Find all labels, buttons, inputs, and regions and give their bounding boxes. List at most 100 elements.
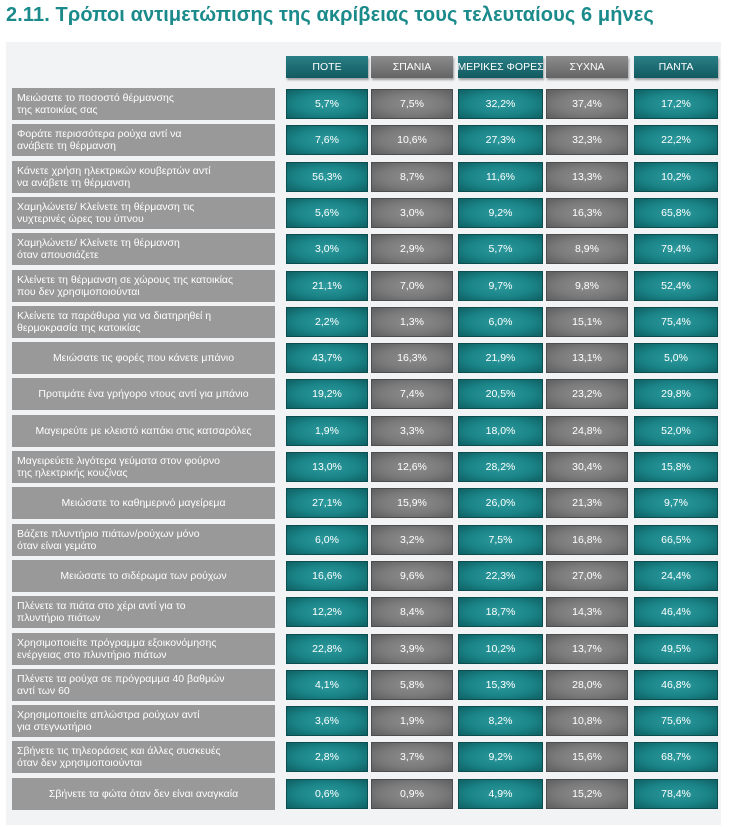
value-rarely: 3,9% [371,634,453,664]
value-never: 16,6% [286,561,368,591]
row-label: Μαγειρεύετε λιγότερα γεύματα στον φούρνο… [12,451,275,483]
value-often: 15,2% [546,779,628,809]
value-never: 43,7% [286,343,368,373]
row-label: Κλείνετε τα παράθυρα για να διατηρηθεί η… [12,306,275,338]
row-label: Χρησιμοποιείτε πρόγραμμα εξοικονόμησης εν… [12,633,275,665]
row-label: Σβήνετε τα φώτα όταν δεν είναι αναγκαία [12,778,275,810]
value-always: 29,8% [634,379,718,409]
value-rarely: 7,5% [371,89,453,119]
row-label-line: να ανάβετε τη θέρμανση [17,177,131,189]
value-sometimes: 27,3% [458,125,543,155]
row-label-line: Φοράτε περισσότερα ρούχα αντί να [17,128,182,140]
value-sometimes: 20,5% [458,379,543,409]
value-never: 22,8% [286,634,368,664]
value-never: 2,2% [286,307,368,337]
value-always: 78,4% [634,779,718,809]
value-always: 10,2% [634,162,718,192]
row-label-line: Σβήνετε τα φώτα όταν δεν είναι αναγκαία [48,788,239,800]
row-label-line: Μειώσατε το ποσοστό θέρμανσης [17,92,174,104]
row-label-line: Χαμηλώνετε/ Κλείνετε τη θέρμανση [17,237,180,249]
value-always: 46,4% [634,597,718,627]
row-label: Χαμηλώνετε/ Κλείνετε τη θέρμανση τις νυχτ… [12,197,275,229]
value-often: 21,3% [546,488,628,518]
row-label-line: Μειώσατε τις φορές που κάνετε μπάνιο [52,352,235,364]
value-rarely: 1,9% [371,706,453,736]
value-always: 15,8% [634,452,718,482]
value-never: 3,0% [286,234,368,264]
value-never: 3,6% [286,706,368,736]
row-label: Πλένετε τα ρούχα σε πρόγραμμα 40 βαθμών α… [12,669,275,701]
value-often: 27,0% [546,561,628,591]
value-sometimes: 15,3% [458,670,543,700]
value-sometimes: 5,7% [458,234,543,264]
value-often: 23,2% [546,379,628,409]
row-label: Βάζετε πλυντήριο πιάτων/ρούχων μόνο όταν … [12,524,275,556]
value-often: 15,6% [546,742,628,772]
value-never: 7,6% [286,125,368,155]
value-always: 79,4% [634,234,718,264]
value-rarely: 1,3% [371,307,453,337]
value-always: 52,4% [634,271,718,301]
value-often: 37,4% [546,89,628,119]
column-header-sometimes: ΜΕΡΙΚΕΣ ΦΟΡΕΣ [457,56,544,78]
value-never: 12,2% [286,597,368,627]
value-always: 65,8% [634,198,718,228]
row-label-line: Χαμηλώνετε/ Κλείνετε τη θέρμανση τις [17,201,195,213]
value-sometimes: 9,2% [458,742,543,772]
value-often: 32,3% [546,125,628,155]
value-never: 56,3% [286,162,368,192]
value-never: 1,9% [286,416,368,446]
column-header-never: ΠΟΤΕ [286,56,368,78]
row-label-line: όταν δεν χρησιμοποιούνται [17,757,143,769]
value-rarely: 10,6% [371,125,453,155]
row-label-line: Μαγειρεύετε λιγότερα γεύματα στον φούρνο [17,455,220,467]
row-label-line: ανάβετε τη θέρμανση [17,140,116,152]
row-label-line: όταν απουσιάζετε [17,249,99,261]
value-never: 5,6% [286,198,368,228]
value-sometimes: 4,9% [458,779,543,809]
value-rarely: 3,0% [371,198,453,228]
value-sometimes: 32,2% [458,89,543,119]
value-always: 49,5% [634,634,718,664]
column-header-rarely: ΣΠΑΝΙΑ [371,56,453,78]
value-rarely: 0,9% [371,779,453,809]
value-rarely: 5,8% [371,670,453,700]
row-label-line: Κλείνετε τη θέρμανση σε χώρους της κατοι… [17,274,234,286]
row-label-line: Χρησιμοποιείτε απλώστρα ρούχων αντί [17,709,200,721]
row-label-line: Χρησιμοποιείτε πρόγραμμα εξοικονόμησης [17,637,217,649]
value-often: 15,1% [546,307,628,337]
row-label: Μειώσατε το καθημερινό μαγείρεμα [12,487,275,519]
value-rarely: 7,4% [371,379,453,409]
row-label-line: αντί των 60 [17,685,70,697]
value-rarely: 15,9% [371,488,453,518]
value-always: 22,2% [634,125,718,155]
row-label-line: Πλένετε τα πιάτα στο χέρι αντί για το [17,600,186,612]
value-sometimes: 8,2% [458,706,543,736]
value-always: 68,7% [634,742,718,772]
row-label-line: Μειώσατε το σιδέρωμα των ρούχων [60,570,227,582]
value-often: 16,8% [546,525,628,555]
value-rarely: 8,4% [371,597,453,627]
value-always: 52,0% [634,416,718,446]
value-rarely: 2,9% [371,234,453,264]
row-label-line: που δεν χρησιμοποιούνται [17,286,140,298]
row-label-line: Κάνετε χρήση ηλεκτρικών κουβερτών αντί [17,165,211,177]
value-often: 8,9% [546,234,628,264]
row-label: Μειώσατε τις φορές που κάνετε μπάνιο [12,342,275,374]
column-header-always: ΠΑΝΤΑ [634,56,718,78]
row-label-line: της ηλεκτρικής κουζίνας [17,467,128,479]
row-label-line: για στεγνωτήριο [17,721,92,733]
row-label-line: πλυντήριο πιάτων [17,612,101,624]
value-always: 5,0% [634,343,718,373]
value-rarely: 12,6% [371,452,453,482]
value-rarely: 8,7% [371,162,453,192]
row-label: Σβήνετε τις τηλεοράσεις και άλλες συσκευ… [12,741,275,773]
value-sometimes: 18,0% [458,416,543,446]
row-label: Κάνετε χρήση ηλεκτρικών κουβερτών αντί να… [12,161,275,193]
value-rarely: 7,0% [371,271,453,301]
value-always: 9,7% [634,488,718,518]
row-label-line: Βάζετε πλυντήριο πιάτων/ρούχων μόνο [17,528,200,540]
value-always: 17,2% [634,89,718,119]
value-sometimes: 11,6% [458,162,543,192]
value-never: 21,1% [286,271,368,301]
